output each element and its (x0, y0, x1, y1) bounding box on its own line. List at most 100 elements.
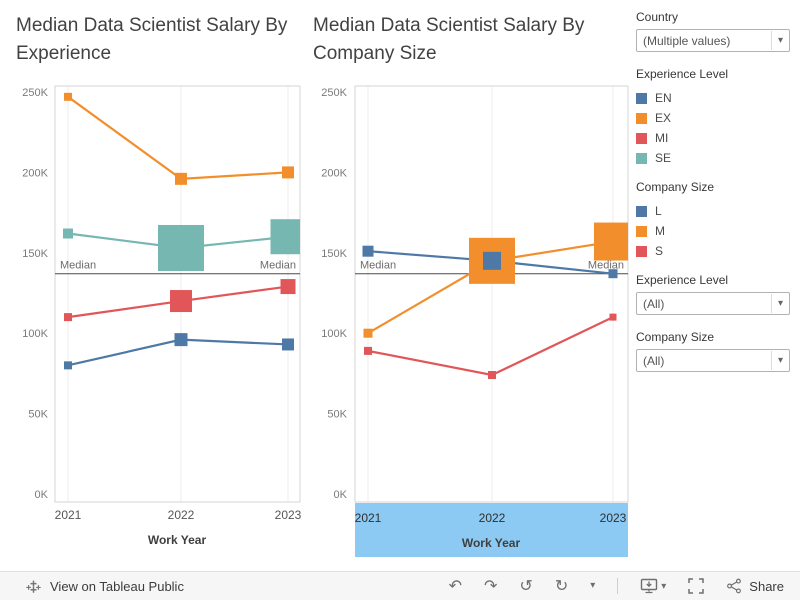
sidebar: Country (Multiple values) ▾ Experience L… (636, 10, 790, 387)
legend-item-SE[interactable]: SE (636, 148, 790, 168)
y-tick-label: 200K (321, 167, 347, 179)
legend-item-M[interactable]: M (636, 221, 790, 241)
marker-EX-2022[interactable] (175, 172, 187, 185)
country-dropdown-value: (Multiple values) (643, 33, 731, 48)
marker-EX-2023[interactable] (282, 166, 294, 179)
legend-item-S[interactable]: S (636, 241, 790, 261)
legend-label: S (655, 244, 664, 258)
marker-L-2021[interactable] (362, 245, 374, 257)
x-tick-label[interactable]: 2022 (168, 508, 195, 522)
y-tick-label: 250K (22, 87, 48, 99)
share-label: Share (749, 578, 784, 594)
chart-by-company-size-plot[interactable]: 0K 50K 100K 150K 200K 250K 2021 2022 2023 Work Ye… (320, 82, 640, 560)
x-axis-title[interactable]: Work Year (462, 536, 521, 550)
series-line-S (367, 316, 614, 377)
marker-M-2023[interactable] (594, 222, 632, 261)
marker-S-2021[interactable] (364, 346, 372, 355)
country-dropdown[interactable]: (Multiple values) ▾ (636, 29, 790, 52)
marker-L-2022[interactable] (483, 251, 501, 270)
download-button[interactable]: ▾ (640, 578, 666, 594)
y-tick-label: 100K (321, 328, 347, 340)
marker-MI-2021[interactable] (64, 313, 72, 322)
toolbar-actions: ↶ ↷ ↺ ↻ ▾ ▾ Share (449, 578, 784, 594)
marker-S-2023[interactable] (609, 313, 617, 321)
company-filter-value: (All) (643, 353, 665, 368)
chart-by-experience-plot[interactable]: 0K 50K 100K 150K 200K 250K 2021 2022 2023 Work Ye… (0, 82, 320, 560)
marker-MI-2022[interactable] (170, 290, 192, 313)
y-tick-label: 0K (35, 489, 49, 501)
marker-EN-2022[interactable] (174, 333, 188, 347)
marker-L-2023[interactable] (608, 269, 618, 279)
view-on-tableau-public-link[interactable]: View on Tableau Public (26, 579, 449, 594)
median-label: Median (60, 260, 96, 272)
x-tick-label[interactable]: 2023 (275, 508, 302, 522)
legend-label: MI (655, 131, 669, 145)
legend-swatch (636, 92, 647, 104)
legend-label: L (655, 204, 662, 218)
plot-border (354, 85, 629, 503)
y-tick-label: 250K (321, 87, 347, 99)
marker-MI-2023[interactable] (280, 279, 296, 295)
marker-SE-2021[interactable] (63, 228, 73, 239)
company-legend-title: Company Size (636, 180, 715, 194)
marker-EX-2021[interactable] (64, 92, 72, 101)
x-tick-label[interactable]: 2023 (600, 511, 627, 525)
download-caret-icon: ▾ (661, 580, 667, 592)
median-label: Median (260, 260, 296, 272)
refresh-button[interactable]: ↻ (554, 576, 569, 595)
company-filter-dropdown[interactable]: (All) ▾ (636, 349, 790, 372)
tableau-logo-icon (26, 580, 41, 593)
series-line-EX (67, 95, 289, 180)
legend-item-MI[interactable]: MI (636, 128, 790, 148)
y-tick-label: 50K (28, 409, 48, 421)
legend-item-EN[interactable]: EN (636, 88, 790, 108)
legend-item-EX[interactable]: EX (636, 108, 790, 128)
y-tick-label: 100K (22, 328, 48, 340)
legend-swatch (636, 132, 647, 144)
legend-label: M (655, 224, 665, 238)
fullscreen-button[interactable] (688, 578, 705, 594)
y-tick-label: 150K (321, 248, 347, 260)
chevron-down-icon: ▾ (770, 31, 783, 50)
legend-label: SE (655, 151, 672, 165)
plot-border (54, 85, 301, 503)
company-filter-label: Company Size (636, 330, 715, 344)
legend-label: EN (655, 91, 672, 105)
toolbar-divider (617, 578, 619, 594)
x-tick-label[interactable]: 2022 (479, 511, 506, 525)
marker-S-2022[interactable] (488, 371, 496, 380)
marker-SE-2022[interactable] (158, 224, 204, 271)
share-button[interactable]: Share (726, 578, 784, 594)
experience-filter-dropdown[interactable]: (All) ▾ (636, 292, 790, 315)
experience-legend-title: Experience Level (636, 67, 729, 81)
y-tick-label: 150K (22, 248, 48, 260)
median-label: Median (588, 260, 624, 272)
x-tick-label[interactable]: 2021 (355, 511, 382, 525)
fullscreen-icon (688, 578, 705, 594)
marker-SE-2023[interactable] (270, 219, 306, 255)
marker-EN-2021[interactable] (64, 361, 72, 370)
reset-button[interactable]: ↺ (519, 576, 533, 595)
x-axis-title[interactable]: Work Year (148, 533, 207, 547)
legend-label: EX (655, 111, 672, 125)
download-icon (641, 578, 658, 594)
median-label: Median (360, 260, 396, 272)
more-options-caret-button[interactable]: ▾ (590, 580, 596, 591)
x-axis-selection-highlight[interactable] (355, 503, 628, 557)
undo-button[interactable]: ↶ (448, 576, 463, 595)
experience-filter-label: Experience Level (636, 273, 729, 287)
legend-swatch (636, 245, 647, 257)
chart-title-experience: Median Data Scientist Salary By Experien… (16, 15, 288, 64)
chevron-down-icon: ▾ (770, 294, 783, 313)
legend-swatch (636, 152, 647, 164)
legend-swatch (636, 205, 647, 217)
legend-item-L[interactable]: L (636, 201, 790, 221)
chart-title-company-size: Median Data Scientist Salary By Company … (313, 15, 585, 64)
redo-button[interactable]: ↷ (484, 576, 498, 595)
marker-EN-2023[interactable] (282, 338, 294, 351)
marker-M-2021[interactable] (363, 328, 373, 338)
experience-filter-value: (All) (643, 296, 665, 311)
x-tick-label[interactable]: 2021 (55, 508, 82, 522)
y-tick-label: 0K (334, 489, 348, 501)
